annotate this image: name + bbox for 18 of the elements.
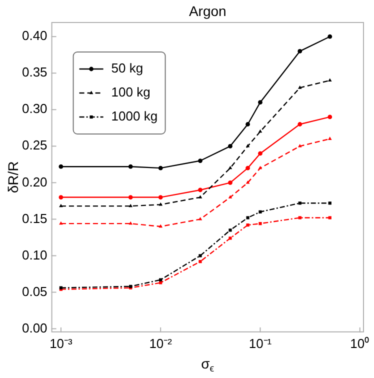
y-tick-label: 0.15: [22, 210, 48, 226]
y-tick-label: 0.40: [22, 28, 48, 44]
y-tick-label: 0.20: [22, 174, 48, 190]
chart-title: Argon: [188, 2, 226, 19]
y-tick-label: 0.25: [22, 138, 48, 153]
y-tick-label: 0.00: [22, 320, 48, 336]
x-tick-label: 10⁻¹: [248, 336, 272, 351]
y-axis-title: δR/R: [4, 161, 21, 194]
legend-label: 1000 kg: [111, 108, 158, 124]
x-tick-label: 10⁻²: [149, 336, 173, 351]
legend-label: 100 kg: [111, 84, 150, 100]
x-tick-label: 10⁰: [350, 336, 370, 351]
y-tick-label: 0.35: [22, 64, 48, 80]
y-tick-label: 0.10: [22, 247, 48, 262]
y-tick-label: 0.30: [22, 101, 48, 116]
y-tick-label: 0.05: [22, 284, 48, 299]
x-tick-label: 10⁻³: [50, 336, 74, 351]
legend-label: 50 kg: [111, 60, 144, 76]
